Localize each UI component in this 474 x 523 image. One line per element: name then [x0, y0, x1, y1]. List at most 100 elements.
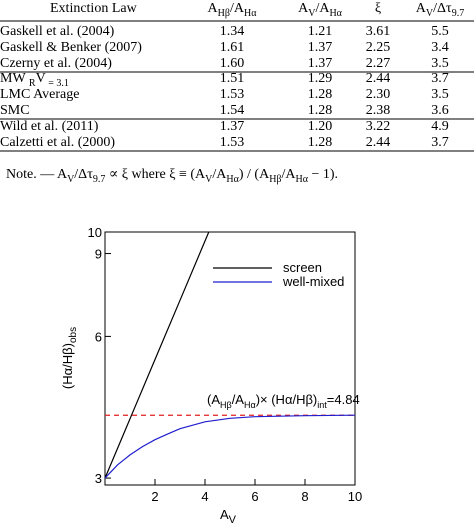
row-label: Wild et al. (2011) [0, 119, 99, 134]
subscript: 9.7 [93, 174, 106, 185]
subscript: V [67, 174, 75, 185]
text-part: ) / (A [239, 167, 270, 182]
subscript: R [29, 78, 36, 89]
cell: 2.27 [366, 56, 391, 71]
column-header: Extinction Law [50, 1, 138, 16]
cell: 3.5 [431, 87, 449, 102]
column-header: ξ [375, 1, 381, 16]
x-tick-label: 2 [151, 489, 158, 504]
cell: 3.61 [366, 24, 391, 39]
cell: 2.44 [366, 71, 391, 86]
cell: 1.28 [308, 135, 333, 150]
text-part: Gaskell et al. (2004) [0, 24, 115, 39]
text-part: − 1). [308, 167, 338, 182]
cell: 3.6 [431, 103, 449, 118]
cell: 1.53 [220, 135, 245, 150]
text-part: /A [282, 167, 297, 182]
subscript: Hβ [218, 8, 230, 19]
text-part: Wild et al. (2011) [0, 119, 99, 134]
text-part: Extinction Law [50, 1, 138, 16]
text-part: LMC Average [0, 87, 79, 102]
subscript: V [426, 8, 434, 19]
subscript: Hα [244, 8, 257, 19]
cell: 1.37 [220, 119, 245, 134]
cell: 1.37 [308, 56, 333, 71]
cell: 1.61 [220, 40, 245, 55]
text-part: Gaskell & Benker (2007) [0, 40, 142, 55]
text-part: (Hα/Hβ) [60, 343, 75, 389]
cell: 4.9 [431, 119, 449, 134]
cell: 5.5 [431, 24, 449, 39]
subscript: Hβ [269, 174, 281, 185]
cell: 3.22 [366, 119, 391, 134]
y-tick-label: 10 [88, 225, 102, 240]
text-part: )× (Hα/Hβ) [256, 392, 318, 407]
row-label: Calzetti et al. (2000) [0, 135, 115, 150]
cell: 2.30 [366, 87, 391, 102]
cell: 1.28 [308, 103, 333, 118]
text-part: ξ [375, 1, 381, 16]
cell: 1.29 [308, 71, 333, 86]
subscript: int [317, 400, 327, 410]
column-header: AV/Δτ9.7 [416, 1, 464, 19]
text-part: /A [212, 167, 227, 182]
series-line [104, 231, 210, 479]
text-part: /Δτ [74, 167, 93, 182]
text-part: /A [230, 1, 245, 16]
cell: 3.7 [431, 71, 449, 86]
x-tick-label: 6 [251, 489, 258, 504]
cell: 1.28 [308, 87, 333, 102]
subscript: Hα [226, 174, 239, 185]
subscript: Hα [296, 174, 309, 185]
x-tick-label: 8 [301, 489, 308, 504]
row-label: SMC [0, 103, 30, 118]
subscript: Hβ [220, 400, 232, 410]
text-part: /Δτ [433, 1, 452, 16]
text-part: MW [0, 71, 29, 86]
cell: 1.20 [308, 119, 333, 134]
cell: 1.53 [220, 87, 245, 102]
subscript: = 3.1 [46, 78, 69, 89]
cell: 1.54 [220, 103, 245, 118]
x-tick-label: 4 [201, 489, 208, 504]
series-line [104, 414, 356, 479]
subscript: Hα [329, 8, 342, 19]
cell: 2.25 [366, 40, 391, 55]
cell: 1.51 [220, 71, 245, 86]
subscript: V [229, 514, 237, 523]
legend-label: screen [283, 260, 322, 275]
text-part: V [36, 71, 46, 86]
cell: 3.5 [431, 56, 449, 71]
column-header: AHβ/AHα [208, 1, 258, 19]
y-tick-label: 9 [95, 247, 102, 262]
subscript: 9.7 [452, 8, 465, 19]
x-axis-label: AV [220, 507, 237, 523]
text-part: /A [315, 1, 330, 16]
column-header: AV/AHα [298, 1, 343, 19]
text-part: Czerny et al. (2004) [0, 56, 112, 71]
table: Extinction Law AHβ/AHα AV/AHα ξ AV/Δτ9.7Gask… [0, 1, 474, 185]
y-axis-label: (Hα/Hβ)obs [60, 327, 79, 389]
legend-label: well-mixed [282, 274, 344, 289]
cell: 1.34 [220, 24, 245, 39]
row-label: Gaskell & Benker (2007) [0, 40, 142, 55]
cell: 2.38 [366, 103, 391, 118]
subscript: V [205, 174, 213, 185]
text-part: A [220, 507, 229, 522]
text-part: A [298, 1, 309, 16]
text-part: Calzetti et al. (2000) [0, 135, 115, 150]
cell: 3.7 [431, 135, 449, 150]
cell: 2.44 [366, 135, 391, 150]
row-label: LMC Average [0, 87, 79, 102]
text-part: Note. — A [6, 167, 68, 182]
cell: 1.60 [220, 56, 245, 71]
subscript: obs [68, 327, 79, 343]
row-label: MW RV = 3.1 [0, 71, 69, 89]
subscript: Hα [244, 400, 256, 410]
x-tick-label: 10 [348, 489, 362, 504]
y-tick-label: 3 [95, 471, 102, 486]
text-part: ∝ ξ where ξ ≡ (A [105, 167, 206, 182]
annotation: (AHβ/AHα)× (Hα/Hβ)int=4.84 [207, 392, 360, 410]
